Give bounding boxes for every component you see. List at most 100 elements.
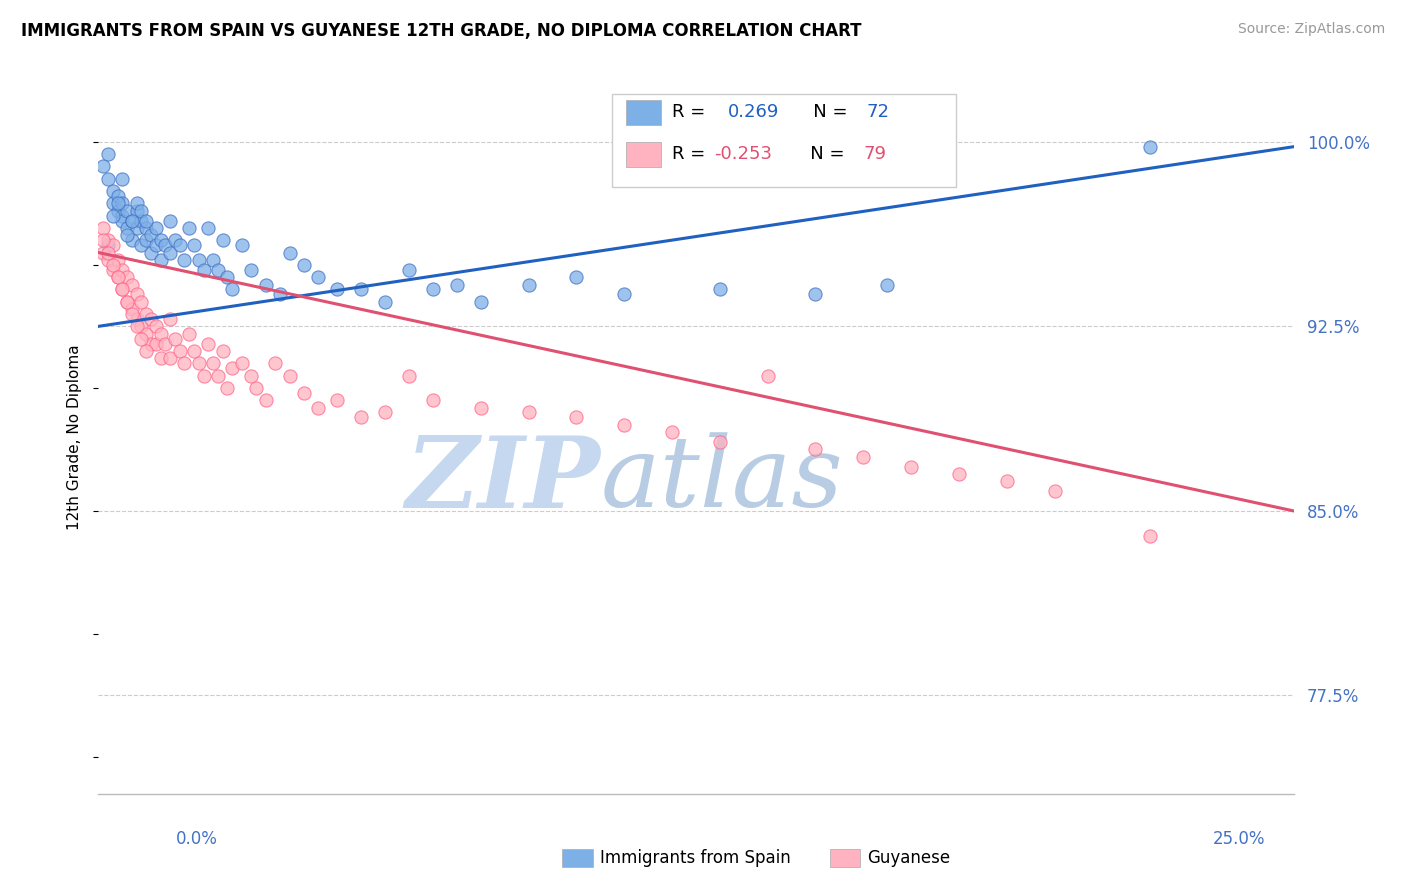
Point: [254, 277, 277, 292]
Point: [350, 282, 373, 296]
Point: [111, 262, 134, 277]
Point: [121, 233, 143, 247]
Point: [202, 356, 225, 370]
Point: [97, 171, 120, 186]
Point: [111, 213, 134, 227]
Point: [135, 326, 157, 341]
Point: [139, 245, 162, 260]
Point: [852, 450, 875, 464]
Point: [149, 351, 172, 366]
Point: [211, 233, 233, 247]
Point: [107, 252, 129, 267]
Point: [254, 393, 277, 408]
Point: [422, 393, 444, 408]
Point: [804, 287, 827, 301]
Point: [876, 277, 898, 292]
Point: [101, 258, 124, 272]
Point: [111, 282, 134, 296]
Point: [446, 277, 468, 292]
Point: [125, 312, 148, 326]
Point: [135, 213, 157, 227]
Point: [107, 270, 129, 285]
Point: [240, 262, 263, 277]
Point: [149, 252, 172, 267]
Point: [613, 417, 636, 432]
Text: 25.0%: 25.0%: [1213, 830, 1265, 847]
Point: [231, 238, 253, 252]
Point: [111, 171, 134, 186]
Point: [125, 319, 148, 334]
Point: [173, 252, 195, 267]
Point: [202, 252, 225, 267]
Point: [278, 368, 301, 383]
Point: [135, 307, 157, 321]
Point: [187, 356, 209, 370]
Point: [169, 343, 191, 358]
Point: [422, 282, 444, 296]
Point: [183, 238, 205, 252]
Point: [115, 203, 138, 218]
Point: [709, 282, 731, 296]
Text: 79: 79: [863, 145, 886, 163]
Point: [470, 401, 492, 415]
Point: [139, 228, 162, 243]
Point: [149, 326, 172, 341]
Point: [169, 238, 191, 252]
Point: [121, 302, 143, 317]
Point: [101, 196, 124, 211]
Point: [1043, 484, 1066, 499]
Point: [131, 294, 153, 309]
Point: [131, 332, 153, 346]
Point: [107, 270, 129, 285]
Point: [269, 287, 291, 301]
Point: [398, 368, 420, 383]
Point: [709, 435, 731, 450]
Text: Immigrants from Spain: Immigrants from Spain: [600, 849, 792, 867]
Point: [97, 147, 120, 161]
Point: [121, 213, 143, 227]
Point: [326, 393, 349, 408]
Point: [163, 233, 186, 247]
Point: [159, 213, 181, 227]
Point: [292, 258, 315, 272]
Point: [900, 459, 922, 474]
Point: [613, 287, 636, 301]
Point: [101, 209, 124, 223]
Point: [101, 238, 124, 252]
Point: [1139, 528, 1161, 542]
Point: [101, 262, 124, 277]
Point: [398, 262, 420, 277]
Text: 0.0%: 0.0%: [176, 830, 218, 847]
Text: IMMIGRANTS FROM SPAIN VS GUYANESE 12TH GRADE, NO DIPLOMA CORRELATION CHART: IMMIGRANTS FROM SPAIN VS GUYANESE 12TH G…: [21, 22, 862, 40]
Point: [197, 221, 219, 235]
Point: [97, 245, 120, 260]
Point: [107, 189, 129, 203]
Text: -0.253: -0.253: [714, 145, 772, 163]
Point: [292, 385, 315, 400]
Point: [155, 336, 177, 351]
Text: 72: 72: [866, 103, 889, 121]
Point: [91, 221, 114, 235]
Point: [115, 228, 138, 243]
Point: [264, 356, 287, 370]
Point: [139, 336, 162, 351]
Point: [149, 233, 172, 247]
Point: [139, 312, 162, 326]
Point: [121, 213, 143, 227]
Text: N =: N =: [796, 103, 853, 121]
Point: [187, 252, 209, 267]
Point: [221, 282, 243, 296]
Point: [221, 361, 243, 376]
Point: [91, 160, 114, 174]
Point: [125, 221, 148, 235]
Point: [107, 203, 129, 218]
Point: [91, 245, 114, 260]
Point: [159, 245, 181, 260]
Point: [131, 203, 153, 218]
Point: [111, 196, 134, 211]
Text: Guyanese: Guyanese: [868, 849, 950, 867]
Point: [131, 213, 153, 227]
Point: [565, 410, 588, 425]
Point: [111, 209, 134, 223]
Point: [948, 467, 970, 481]
